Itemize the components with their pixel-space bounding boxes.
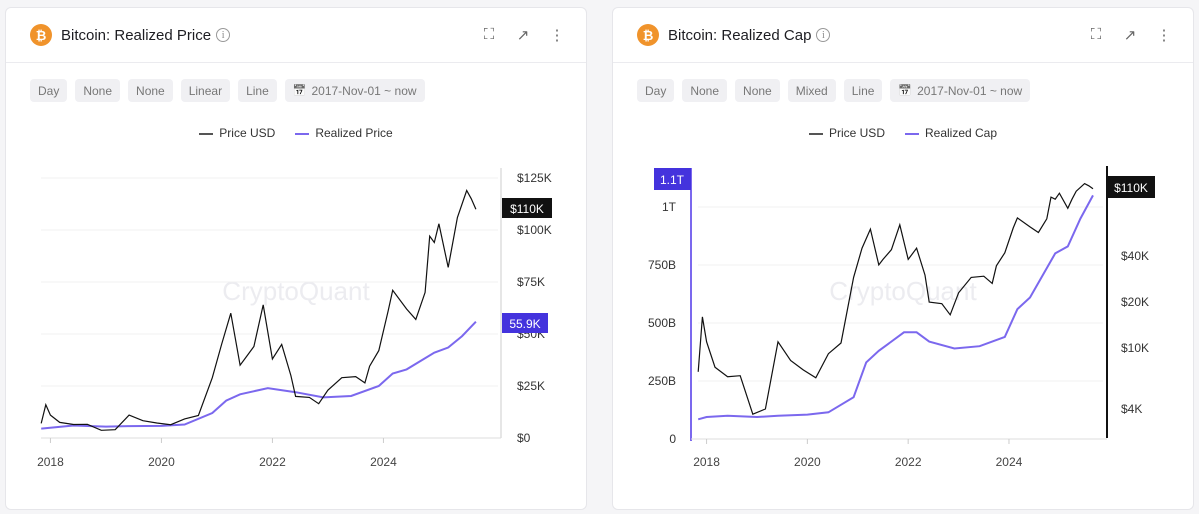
y-tick-label: $0 (517, 431, 531, 445)
more-vertical-icon[interactable]: ⋮ (549, 27, 565, 44)
chart-title: Bitcoin: Realized Price (61, 26, 212, 44)
external-link-icon[interactable]: ↗ (1123, 27, 1137, 44)
realized-cap-chart: CryptoQuant 0 250B 500B 750B 1T $4K $10K $20K $40… (648, 166, 1155, 469)
realized-badge-label: 55.9K (509, 317, 540, 331)
option-button[interactable]: None (682, 79, 728, 102)
legend-swatch (199, 132, 214, 135)
legend: Price USD Realized Cap (613, 126, 1193, 140)
bitcoin-logo-icon: ₿ (637, 24, 659, 46)
realized-price-card: ₿ Bitcoin: Realized Price i ⛶ ↗ ⋮ Day None None L… (5, 7, 587, 510)
fullscreen-icon[interactable]: ⛶ (1090, 26, 1102, 43)
price-badge-label: $110K (510, 202, 544, 216)
legend-label: Price USD (219, 126, 276, 140)
price-usd-line (697, 182, 1094, 416)
y-tick-label: $125K (517, 171, 552, 185)
y-tick-label: $25K (517, 379, 545, 393)
option-button[interactable]: Line (843, 79, 883, 102)
y-left-tick-label: 1T (662, 200, 677, 214)
y-left-tick-label: 500B (648, 316, 676, 330)
date-range-label: 2017-Nov-01 ~ now (917, 83, 1023, 98)
price-badge (502, 198, 552, 218)
x-tick-label: 2018 (37, 455, 64, 469)
date-range-label: 2017-Nov-01 ~ now (311, 83, 417, 98)
option-button[interactable]: None (128, 79, 173, 102)
realized-cap-line (697, 194, 1094, 421)
option-button[interactable]: None (735, 79, 780, 102)
x-tick-label: 2022 (895, 455, 922, 469)
y-right-tick-label: $4K (1121, 402, 1142, 416)
price-badge (1107, 176, 1155, 198)
fullscreen-icon[interactable]: ⛶ (483, 26, 495, 43)
realized-cap-badge (654, 168, 691, 190)
chart-options: Day None None Linear Line 📅 2017-Nov-01 ~ now (30, 79, 425, 102)
watermark: CryptoQuant (829, 276, 977, 306)
price-usd-line (40, 189, 477, 431)
legend-swatch (295, 132, 310, 135)
y-left-tick-label: 0 (669, 432, 676, 446)
y-tick-label: $75K (517, 275, 545, 289)
option-button[interactable]: Day (30, 79, 68, 102)
date-range-picker[interactable]: 📅 2017-Nov-01 ~ now (284, 79, 425, 102)
x-tick-label: 2020 (794, 455, 821, 469)
realized-price-line (41, 321, 477, 430)
y-tick-label: $100K (517, 223, 552, 237)
legend-item[interactable]: Price USD (808, 126, 885, 140)
legend-label: Realized Cap (924, 126, 998, 140)
date-range-picker[interactable]: 📅 2017-Nov-01 ~ now (890, 79, 1031, 102)
x-tick-label: 2024 (996, 455, 1023, 469)
option-button[interactable]: Line (238, 79, 277, 102)
x-tick-label: 2024 (370, 455, 397, 469)
option-button[interactable]: Mixed (787, 79, 836, 102)
y-left-tick-label: 250B (648, 374, 676, 388)
toolbar: ⛶ ↗ ⋮ (480, 26, 566, 44)
price-badge-label: $110K (1114, 181, 1148, 195)
legend-label: Price USD (828, 126, 885, 140)
y-right-tick-label: $20K (1121, 295, 1149, 309)
realized-cap-card: ₿ Bitcoin: Realized Cap i ⛶ ↗ ⋮ Day None None Mix… (612, 7, 1194, 510)
info-icon[interactable]: i (816, 28, 831, 42)
legend-label: Realized Price (315, 126, 393, 140)
option-button[interactable]: Day (637, 79, 675, 102)
more-vertical-icon[interactable]: ⋮ (1156, 27, 1172, 44)
x-tick-label: 2020 (148, 455, 175, 469)
y-right-tick-label: $40K (1121, 249, 1149, 263)
legend-item[interactable]: Realized Cap (904, 126, 998, 140)
chart-options: Day None None Mixed Line 📅 2017-Nov-01 ~ now (637, 79, 1031, 102)
card-header: ₿ Bitcoin: Realized Cap i ⛶ ↗ ⋮ (613, 8, 1193, 63)
legend-item[interactable]: Price USD (199, 126, 275, 140)
card-header: ₿ Bitcoin: Realized Price i ⛶ ↗ ⋮ (6, 8, 586, 63)
option-button[interactable]: None (75, 79, 121, 102)
legend-swatch (904, 132, 919, 135)
chart-title: Bitcoin: Realized Cap (668, 26, 812, 44)
bitcoin-logo-icon: ₿ (30, 24, 52, 46)
toolbar: ⛶ ↗ ⋮ (1087, 26, 1173, 44)
legend-item[interactable]: Realized Price (295, 126, 393, 140)
legend-swatch (808, 132, 823, 135)
realized-cap-badge-label: 1.1T (660, 173, 685, 187)
x-tick-label: 2018 (693, 455, 720, 469)
calendar-icon: 📅 (898, 85, 913, 97)
watermark: CryptoQuant (222, 276, 370, 306)
info-icon[interactable]: i (216, 28, 231, 42)
realized-badge (502, 313, 548, 333)
calendar-icon: 📅 (292, 85, 307, 97)
external-link-icon[interactable]: ↗ (516, 27, 530, 44)
x-tick-label: 2022 (259, 455, 286, 469)
y-left-tick-label: 750B (648, 258, 676, 272)
option-button[interactable]: Linear (180, 79, 231, 102)
y-right-tick-label: $10K (1121, 341, 1149, 355)
legend: Price USD Realized Price (6, 126, 586, 140)
